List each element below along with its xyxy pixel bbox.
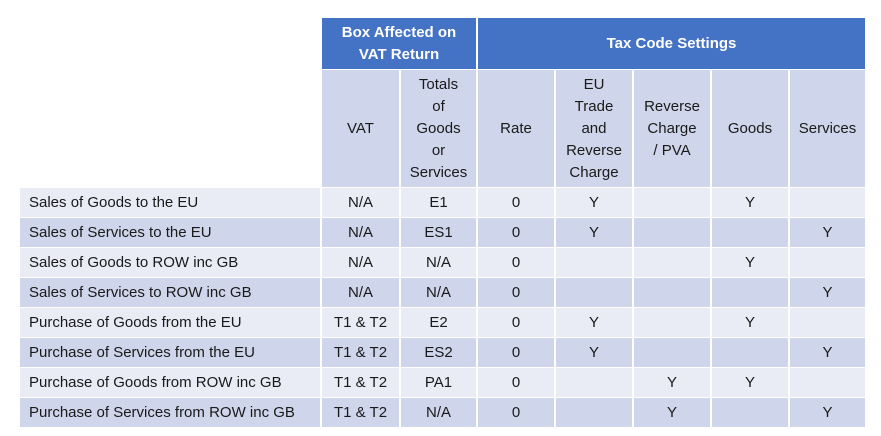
table-cell: PA1 [401,368,476,397]
table-cell: Y [556,308,632,337]
row-label: Purchase of Goods from ROW inc GB [20,368,320,397]
row-label: Purchase of Services from ROW inc GB [20,398,320,427]
row-label: Purchase of Services from the EU [20,338,320,367]
table-cell: T1 & T2 [322,368,399,397]
table-cell: N/A [322,188,399,217]
table-cell: E1 [401,188,476,217]
table-cell: T1 & T2 [322,398,399,427]
row-label: Purchase of Goods from the EU [20,308,320,337]
row-label: Sales of Services to ROW inc GB [20,278,320,307]
column-header-goods: Goods [712,70,788,187]
table-cell: E2 [401,308,476,337]
table-cell: 0 [478,278,554,307]
row-label: Sales of Goods to ROW inc GB [20,248,320,277]
table-cell: 0 [478,248,554,277]
vat-tax-code-table: Box Affected on VAT Return Tax Code Sett… [20,18,865,427]
table-cell [790,188,865,217]
table-cell: 0 [478,338,554,367]
table-cell: Y [712,308,788,337]
header-box-affected: Box Affected on VAT Return [322,18,476,69]
table-cell [634,248,710,277]
table-cell: Y [790,338,865,367]
table-cell [712,278,788,307]
column-header-rate: Rate [478,70,554,187]
table-cell: N/A [401,248,476,277]
table-cell [556,368,632,397]
table-cell: ES2 [401,338,476,367]
table-cell [712,338,788,367]
table-cell [556,278,632,307]
table-cell: T1 & T2 [322,308,399,337]
table-cell: N/A [322,248,399,277]
column-header-totals: Totals of Goods or Services [401,70,476,187]
subheader-blank [20,70,320,187]
table-cell: Y [556,218,632,247]
table-cell: 0 [478,368,554,397]
table-cell: N/A [322,278,399,307]
table-cell [556,248,632,277]
table-cell: Y [634,398,710,427]
table-cell: 0 [478,398,554,427]
table-cell: Y [790,398,865,427]
corner-blank [20,18,320,69]
table-cell: 0 [478,188,554,217]
table-cell [712,218,788,247]
row-label: Sales of Services to the EU [20,218,320,247]
column-header-services: Services [790,70,865,187]
table-cell: ES1 [401,218,476,247]
table-cell: Y [712,188,788,217]
table-cell: Y [634,368,710,397]
table-cell [634,308,710,337]
table-cell: Y [790,278,865,307]
table-cell: N/A [322,218,399,247]
row-label: Sales of Goods to the EU [20,188,320,217]
table-cell: Y [712,248,788,277]
table-cell [790,308,865,337]
table-cell: N/A [401,398,476,427]
table-cell: 0 [478,218,554,247]
table-cell [712,398,788,427]
table-cell [634,218,710,247]
table-cell [556,398,632,427]
table-cell: 0 [478,308,554,337]
table-cell: Y [556,188,632,217]
column-header-vat: VAT [322,70,399,187]
header-tax-code-settings: Tax Code Settings [478,18,865,69]
table-cell: T1 & T2 [322,338,399,367]
table-cell: Y [712,368,788,397]
table-cell [634,278,710,307]
table-cell [790,368,865,397]
table-cell [634,188,710,217]
column-header-eu-trade: EU Trade and Reverse Charge [556,70,632,187]
table-cell [634,338,710,367]
column-header-reverse-charge: Reverse Charge / PVA [634,70,710,187]
table-cell [790,248,865,277]
table-cell: N/A [401,278,476,307]
table-cell: Y [790,218,865,247]
table-cell: Y [556,338,632,367]
